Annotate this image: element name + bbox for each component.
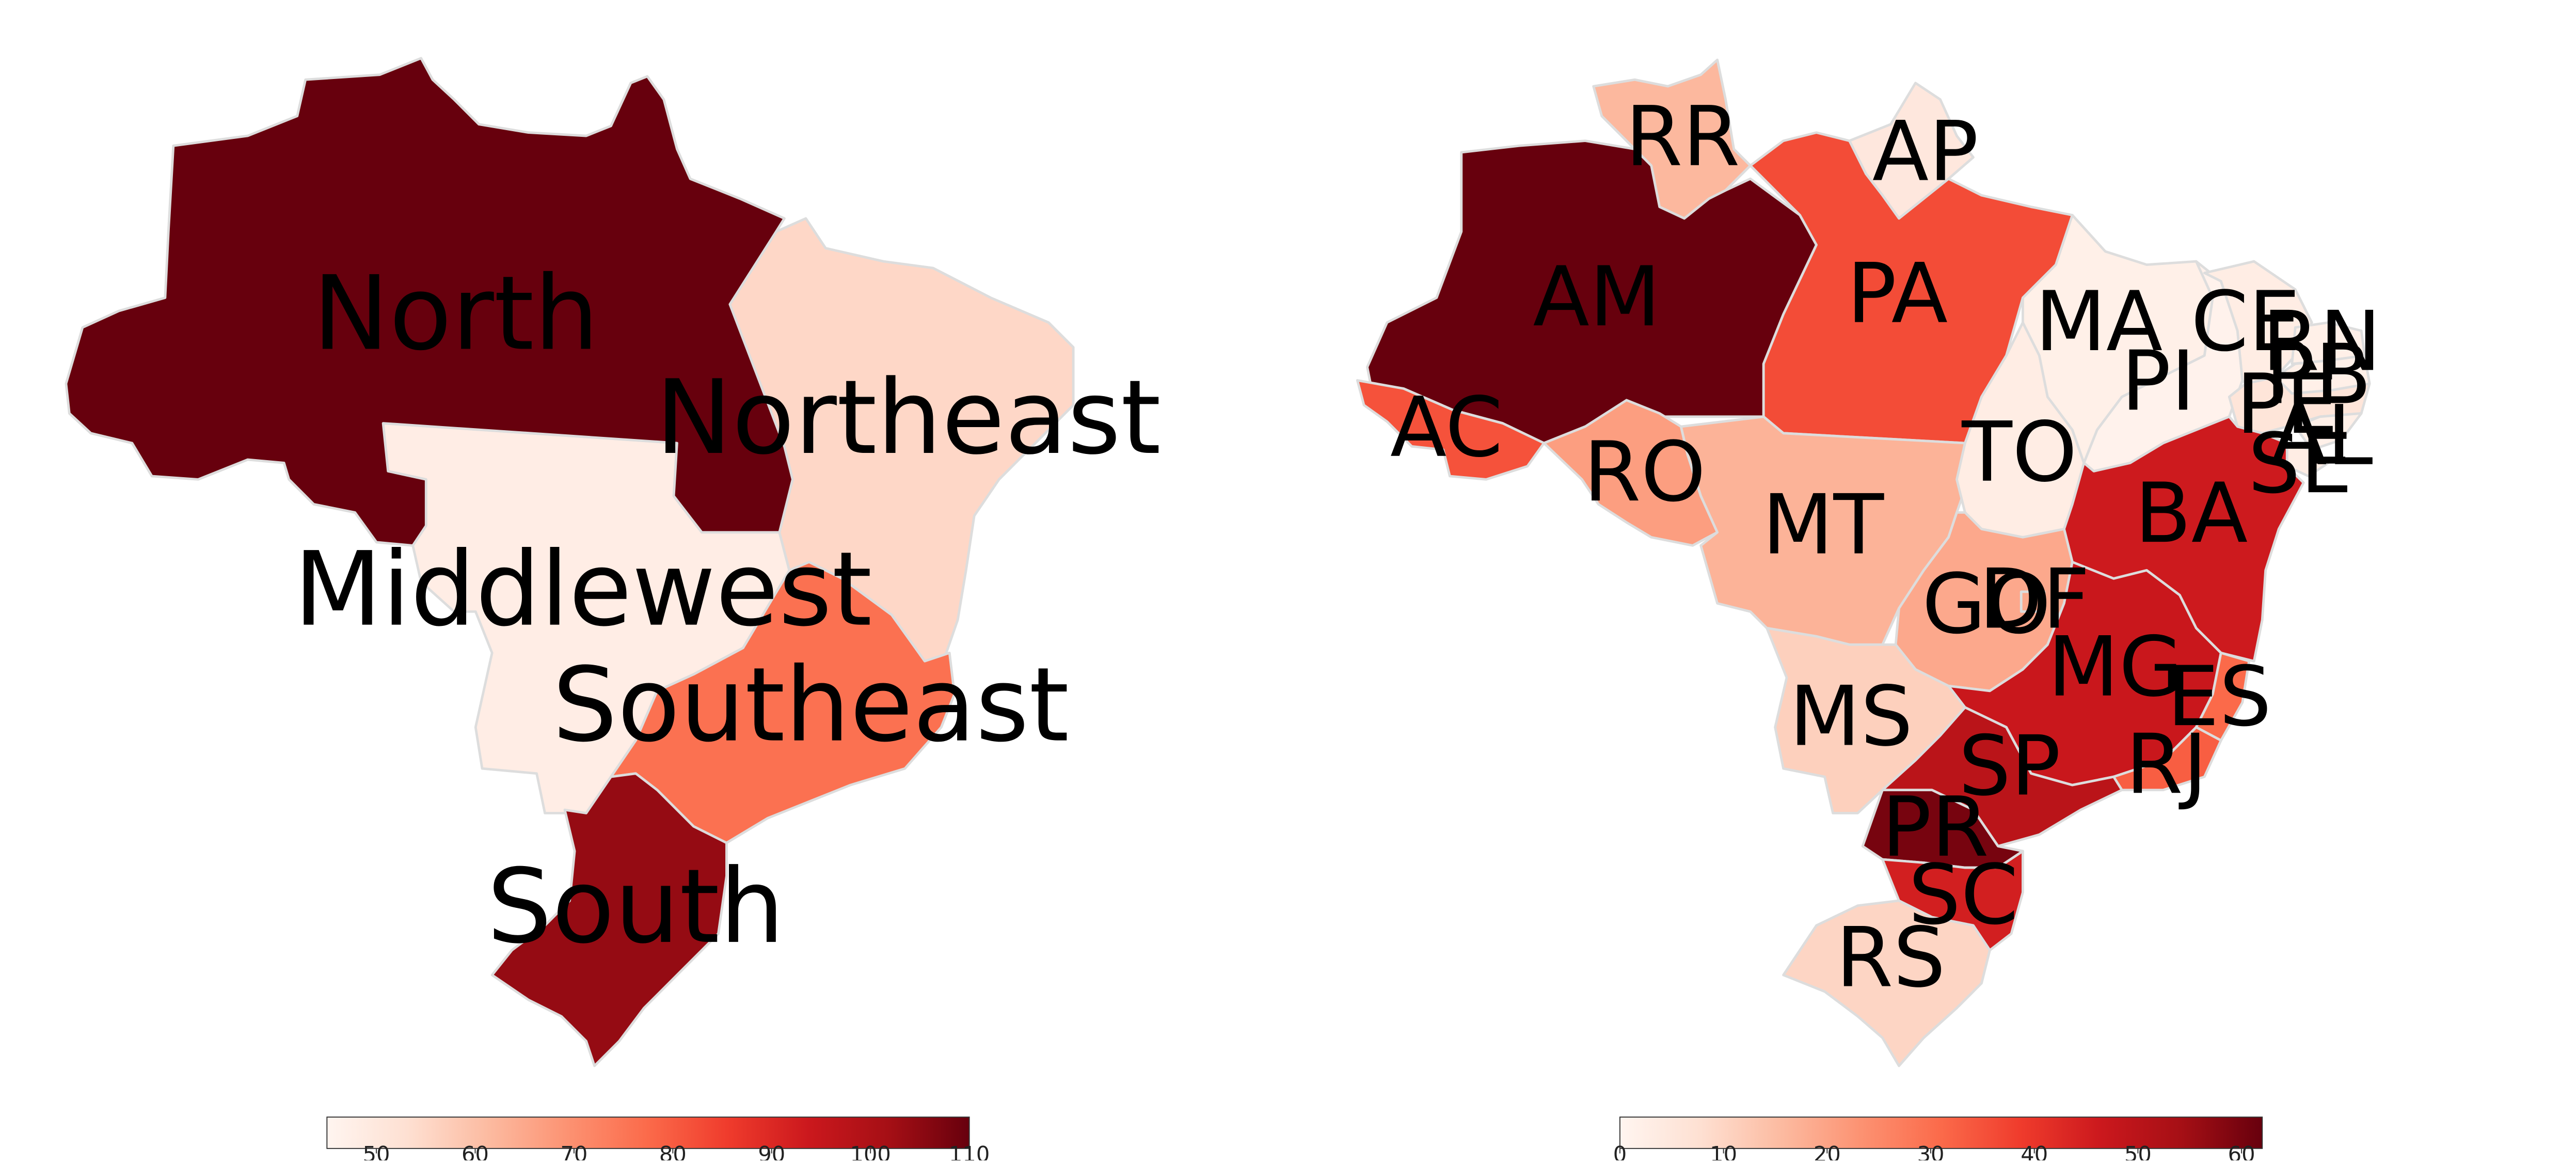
state-label-to: TO bbox=[1961, 404, 2077, 500]
state-label-ba: BA bbox=[2135, 465, 2248, 561]
colorbar-tick-label: 70 bbox=[560, 1141, 587, 1160]
region-southeast-shape[interactable] bbox=[610, 560, 956, 844]
states-map: RR AP AM PA AC RO MT TO MA PI CE RN PB P… bbox=[1356, 58, 2381, 1163]
state-label-ac: AC bbox=[1390, 380, 1503, 476]
state-rj-shape[interactable] bbox=[2112, 726, 2222, 792]
state-ac-shape[interactable] bbox=[1356, 379, 1546, 481]
colorbar-tick-label: 10 bbox=[1710, 1141, 1737, 1160]
colorbar-tick-label: 20 bbox=[1814, 1141, 1841, 1160]
state-label-am: AM bbox=[1533, 249, 1660, 345]
region-label-northeast: Northeast bbox=[656, 358, 1161, 477]
colorbar-tick-label: 100 bbox=[850, 1141, 891, 1160]
colorbar-tick-label: 50 bbox=[2124, 1141, 2152, 1160]
state-rs-shape[interactable] bbox=[1782, 899, 1991, 1067]
colorbar-tick-label: 80 bbox=[659, 1141, 687, 1160]
regions-map: North Northeast Middlewest Southeast Sou… bbox=[65, 57, 1161, 1163]
region-north-shape[interactable] bbox=[65, 57, 794, 547]
region-label-southeast: Southeast bbox=[552, 646, 1069, 765]
colorbar-regions: 50 60 70 80 90 100 110 bbox=[326, 1117, 990, 1163]
state-label-sc: SC bbox=[1909, 847, 2018, 943]
state-label-pb: PB bbox=[2265, 326, 2372, 422]
colorbar-tick-label: 60 bbox=[2228, 1141, 2255, 1160]
region-label-south: South bbox=[487, 847, 784, 966]
colorbar-tick-label: 60 bbox=[462, 1141, 489, 1160]
state-label-ap: AP bbox=[1872, 104, 1979, 200]
state-label-rj: RJ bbox=[2126, 716, 2207, 812]
colorbar-tick-label: 0 bbox=[1613, 1141, 1627, 1160]
colorbar-tick-label: 40 bbox=[2021, 1141, 2048, 1160]
state-df-shape[interactable] bbox=[2020, 590, 2046, 613]
colorbar-tick-label: 50 bbox=[363, 1141, 390, 1160]
colorbar-regions-bar bbox=[326, 1117, 970, 1149]
state-al-shape[interactable] bbox=[2294, 412, 2363, 451]
region-label-middlewest: Middlewest bbox=[294, 530, 872, 649]
state-label-mg: MG bbox=[2048, 619, 2183, 715]
colorbar-tick-label: 90 bbox=[758, 1141, 785, 1160]
state-label-ms: MS bbox=[1789, 669, 1913, 765]
colorbar-states-bar bbox=[1619, 1117, 2263, 1149]
state-label-pi: PI bbox=[2121, 333, 2196, 429]
state-label-pa: PA bbox=[1847, 246, 1948, 342]
state-label-rs: RS bbox=[1836, 910, 1946, 1006]
colorbar-tick-label: 110 bbox=[949, 1141, 990, 1160]
state-label-ma: MA bbox=[2035, 274, 2162, 370]
colorbar-states-ticks: 0 10 20 30 40 50 60 bbox=[1613, 1141, 2255, 1163]
state-label-rn: RN bbox=[2262, 293, 2381, 389]
colorbar-states: 0 10 20 30 40 50 60 bbox=[1613, 1117, 2263, 1163]
state-label-sp: SP bbox=[1959, 718, 2061, 814]
state-label-go: GO bbox=[1922, 556, 2051, 652]
state-label-se: SE bbox=[2248, 416, 2353, 512]
state-label-ce: CE bbox=[2191, 274, 2301, 370]
region-south-shape[interactable] bbox=[490, 772, 728, 1067]
state-label-df: DF bbox=[1979, 551, 2090, 647]
colorbar-regions-ticks: 50 60 70 80 90 100 110 bbox=[363, 1141, 990, 1163]
state-label-rr: RR bbox=[1625, 89, 1740, 185]
colorbar-tick-label: 30 bbox=[1917, 1141, 1945, 1160]
state-label-ro: RO bbox=[1583, 424, 1706, 520]
state-label-pe: PE bbox=[2236, 356, 2338, 452]
state-label-al: AL bbox=[2270, 388, 2373, 484]
state-label-pr: PR bbox=[1882, 779, 1989, 875]
region-label-north: North bbox=[313, 254, 599, 373]
state-label-es: ES bbox=[2167, 649, 2272, 745]
state-label-mt: MT bbox=[1762, 477, 1885, 573]
